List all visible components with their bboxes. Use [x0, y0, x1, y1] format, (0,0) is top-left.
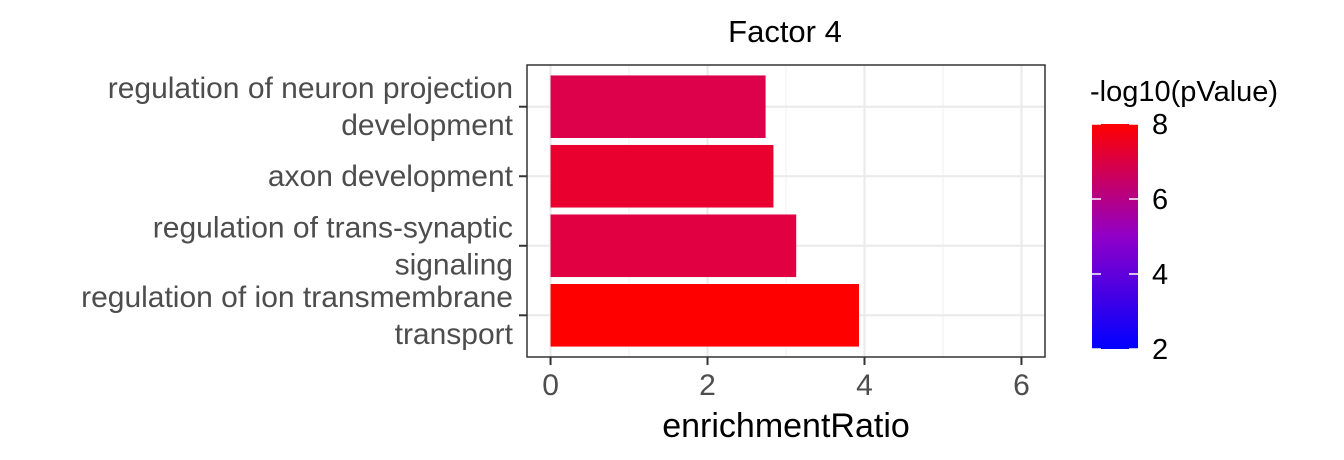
bar-3 [550, 284, 859, 347]
x-tick-label-1: 2 [699, 369, 716, 402]
legend-tick-label-3: 8 [1152, 109, 1168, 141]
category-label-line: development [341, 109, 513, 142]
category-label-line: axon development [268, 160, 514, 193]
category-label-0: regulation of neuron projection developme… [108, 72, 514, 142]
x-tick-label-0: 0 [542, 369, 559, 402]
category-label-3: regulation of ion transmembrane transport [81, 281, 514, 351]
category-label-line: signaling [395, 248, 513, 281]
color-legend: -log10(pValue) 2 4 6 8 [1090, 76, 1278, 366]
bar-1 [550, 144, 774, 208]
x-axis-title: enrichmentRatio [662, 407, 910, 445]
legend-tick-label-1: 4 [1152, 259, 1168, 291]
category-label-line: regulation of ion transmembrane [81, 281, 513, 314]
chart-title: Factor 4 [728, 14, 842, 49]
plot-area: regulation of neuron projection developme… [81, 64, 1046, 445]
category-label-line: regulation of neuron projection [108, 72, 513, 105]
category-label-1: axon development [268, 160, 514, 193]
legend-colorbar [1092, 124, 1138, 349]
legend-title: -log10(pValue) [1090, 76, 1278, 108]
bar-0 [550, 75, 766, 138]
bar-2 [550, 214, 797, 278]
x-tick-label-3: 6 [1013, 369, 1030, 402]
x-tick-label-2: 4 [856, 369, 873, 402]
category-label-line: transport [395, 318, 514, 351]
category-label-2: regulation of trans-synaptic signaling [153, 211, 513, 281]
legend-tick-label-0: 2 [1152, 334, 1168, 366]
panel-border [526, 64, 1046, 358]
legend-tick-label-2: 6 [1152, 184, 1168, 216]
category-label-line: regulation of trans-synaptic [153, 211, 513, 244]
